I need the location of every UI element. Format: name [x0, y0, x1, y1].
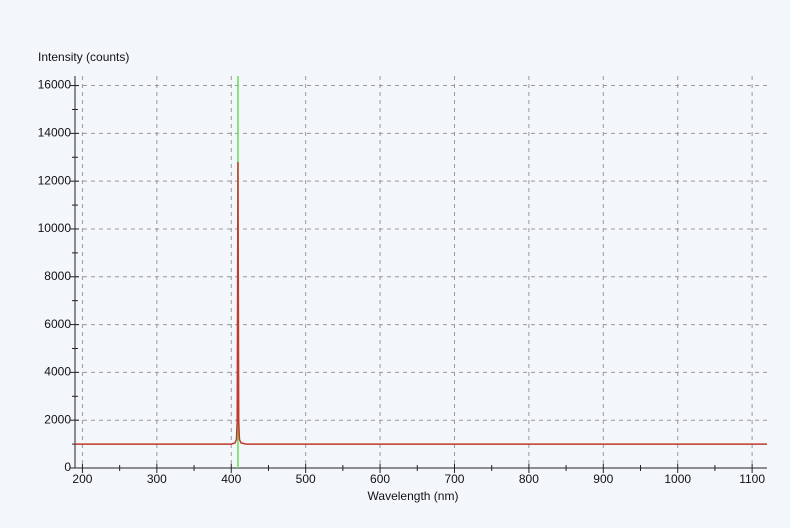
y-axis-label: Intensity (counts) [38, 50, 129, 64]
y-tick-label: 14000 [38, 126, 72, 140]
x-tick-label: 700 [444, 472, 464, 486]
y-tick-label: 12000 [38, 173, 72, 187]
y-tick-label: 6000 [44, 317, 71, 331]
y-tick-label: 8000 [44, 269, 71, 283]
x-tick-label: 500 [296, 472, 316, 486]
y-tick-label: 16000 [38, 78, 72, 92]
x-tick-label: 900 [593, 472, 613, 486]
y-tick-label: 0 [64, 460, 71, 474]
data-line [75, 162, 767, 445]
y-tick-label: 4000 [44, 365, 71, 379]
y-tick-label: 10000 [38, 221, 72, 235]
x-tick-label: 800 [519, 472, 539, 486]
x-tick-label: 1000 [664, 472, 691, 486]
x-tick-label: 600 [370, 472, 390, 486]
y-tick-label: 2000 [44, 412, 71, 426]
x-tick-label: 400 [221, 472, 241, 486]
x-tick-label: 200 [72, 472, 92, 486]
x-axis-label: Wavelength (nm) [368, 489, 459, 503]
x-tick-label: 300 [147, 472, 167, 486]
x-tick-label: 1100 [739, 472, 765, 486]
